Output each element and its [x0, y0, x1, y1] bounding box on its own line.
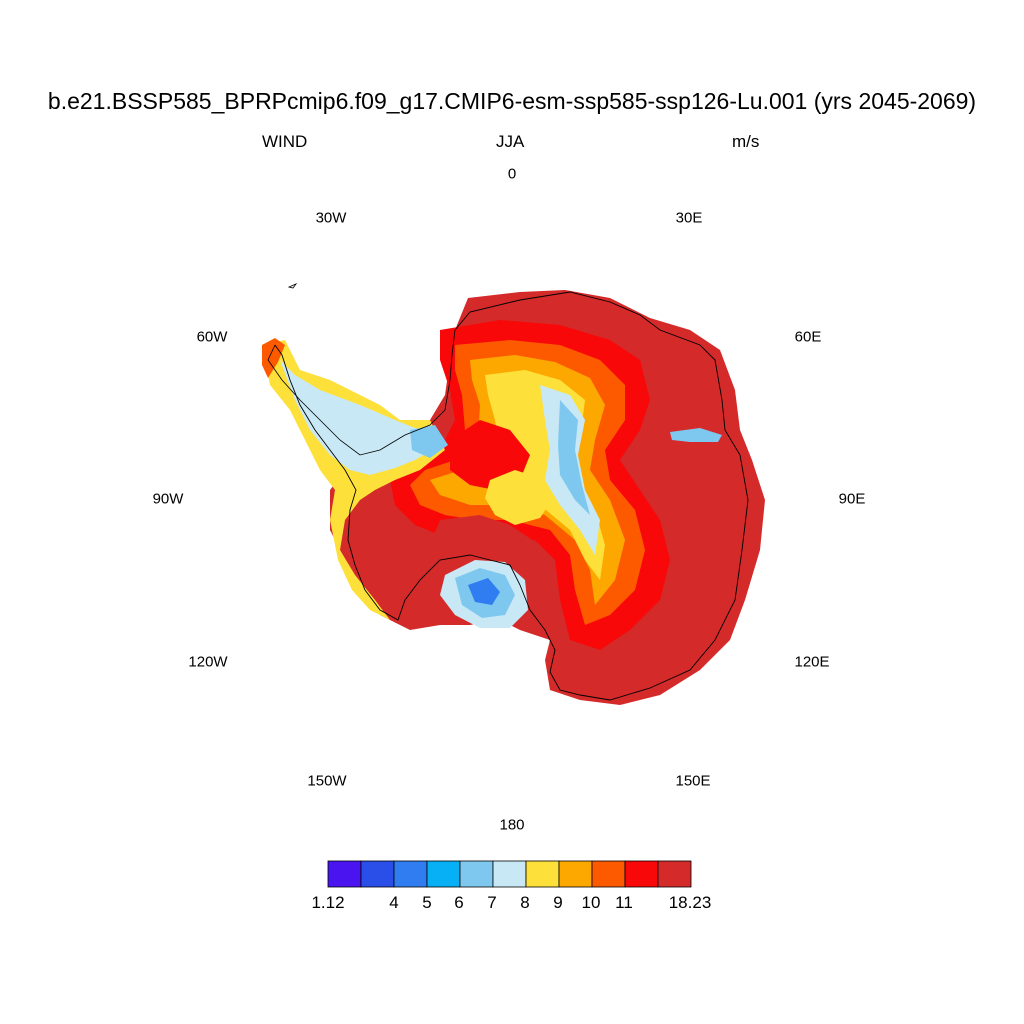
- colorbar-box: [591, 860, 626, 888]
- wind-field-coastal-streak: [670, 428, 722, 442]
- colorbar-label-5: 5: [422, 893, 432, 912]
- colorbar-label-min: 1.12: [311, 893, 345, 912]
- colorbar-box: [492, 860, 527, 888]
- colorbar-label-8: 8: [520, 893, 530, 912]
- colorbar-box: [327, 860, 362, 888]
- colorbar-box: [426, 860, 461, 888]
- colorbar-label-max: 18.23: [668, 893, 712, 912]
- lon-label-90e: 90E: [838, 490, 866, 508]
- lon-label-90w: 90W: [152, 490, 184, 508]
- colorbar-box: [459, 860, 494, 888]
- wind-field-peninsula-edge: [262, 338, 285, 378]
- coastline: [274, 291, 749, 701]
- lon-label-60e: 60E: [794, 328, 822, 346]
- season-label: JJA: [496, 132, 525, 151]
- colorbar-label-9: 9: [553, 893, 563, 912]
- wind-field-peninsula-blue: [410, 425, 448, 458]
- plot-title: b.e21.BSSP585_BPRPcmip6.f09_g17.CMIP6-es…: [47, 88, 977, 114]
- units-label: m/s: [732, 132, 760, 151]
- lon-label-120w: 120W: [188, 653, 228, 671]
- wind-field-skyblue: [558, 400, 590, 515]
- island-coastline: [287, 283, 298, 289]
- colorbar: [327, 860, 692, 888]
- wind-field-peninsula-lightblue: [280, 360, 440, 475]
- lon-label-150e: 150E: [675, 772, 711, 790]
- lon-label-180: 180: [499, 816, 525, 834]
- lon-label-120e: 120E: [794, 653, 830, 671]
- wind-field-dome: [485, 470, 552, 525]
- lon-label-60w: 60W: [196, 328, 228, 346]
- peninsula-coastline: [267, 329, 456, 456]
- variable-label: WIND: [262, 132, 308, 151]
- lon-label-30w: 30W: [315, 209, 347, 227]
- colorbar-box: [657, 860, 692, 888]
- colorbar-label-7: 7: [487, 893, 497, 912]
- colorbar-label-4: 4: [389, 893, 399, 912]
- lon-label-0: 0: [507, 165, 517, 183]
- colorbar-label-11: 11: [615, 893, 633, 912]
- colorbar-box: [360, 860, 395, 888]
- wind-field-ross-core: [468, 578, 500, 605]
- colorbar-box: [624, 860, 659, 888]
- colorbar-label-6: 6: [454, 893, 464, 912]
- colorbar-box: [558, 860, 593, 888]
- colorbar-box: [393, 860, 428, 888]
- colorbar-box: [525, 860, 560, 888]
- colorbar-label-10: 10: [581, 893, 601, 912]
- lon-label-30e: 30E: [675, 209, 703, 227]
- lon-label-150w: 150W: [307, 772, 347, 790]
